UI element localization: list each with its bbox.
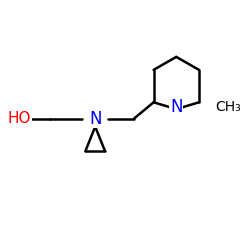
Text: N: N [89,110,102,128]
Text: N: N [170,98,182,116]
Text: HO: HO [8,111,31,126]
Text: CH₃: CH₃ [215,100,241,114]
